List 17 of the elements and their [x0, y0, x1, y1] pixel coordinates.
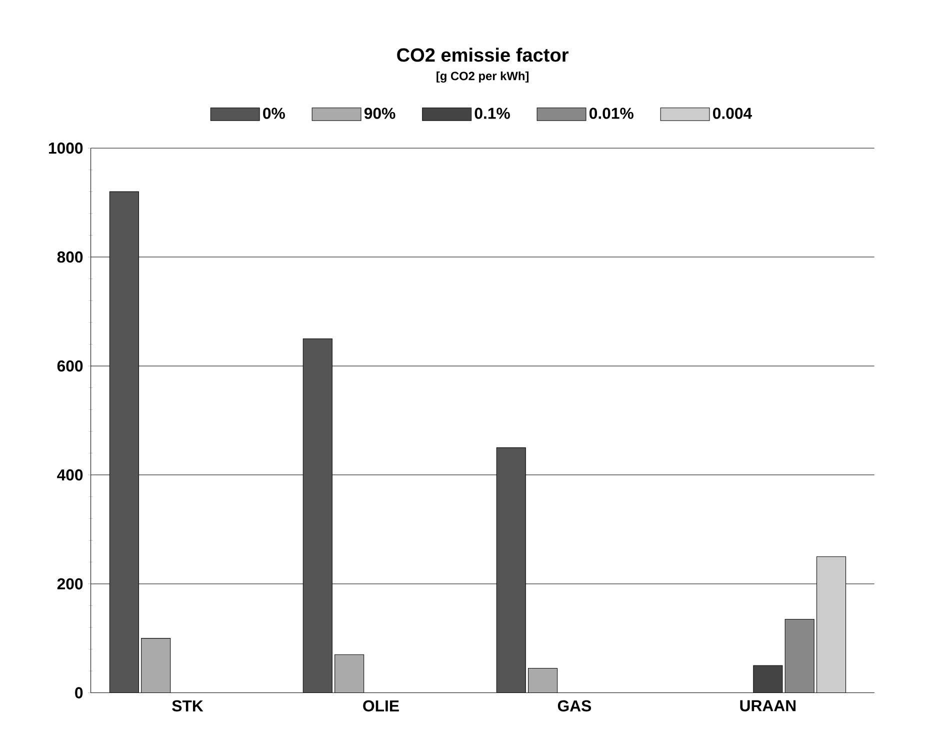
y-tick-label: 200: [57, 578, 83, 590]
chart-subtitle: [g CO2 per kWh]: [436, 71, 528, 82]
legend-label: 0.004: [713, 108, 752, 119]
legend-label: 0.01%: [589, 108, 634, 119]
legend-label: 90%: [364, 108, 396, 119]
y-tick-label: 600: [57, 360, 83, 372]
x-tick-label: GAS: [558, 700, 592, 712]
x-tick-label: OLIE: [363, 700, 399, 712]
legend-label: 0%: [263, 108, 285, 119]
x-tick-label: URAAN: [740, 700, 796, 712]
legend-label: 0.1%: [474, 108, 510, 119]
y-tick-label: 1000: [48, 142, 83, 154]
chart-title: CO2 emissie factor: [397, 48, 568, 62]
y-tick-label: 800: [57, 251, 83, 262]
y-tick-label: 0: [75, 687, 83, 698]
x-tick-label: STK: [172, 700, 204, 712]
y-tick-label: 400: [57, 469, 83, 480]
